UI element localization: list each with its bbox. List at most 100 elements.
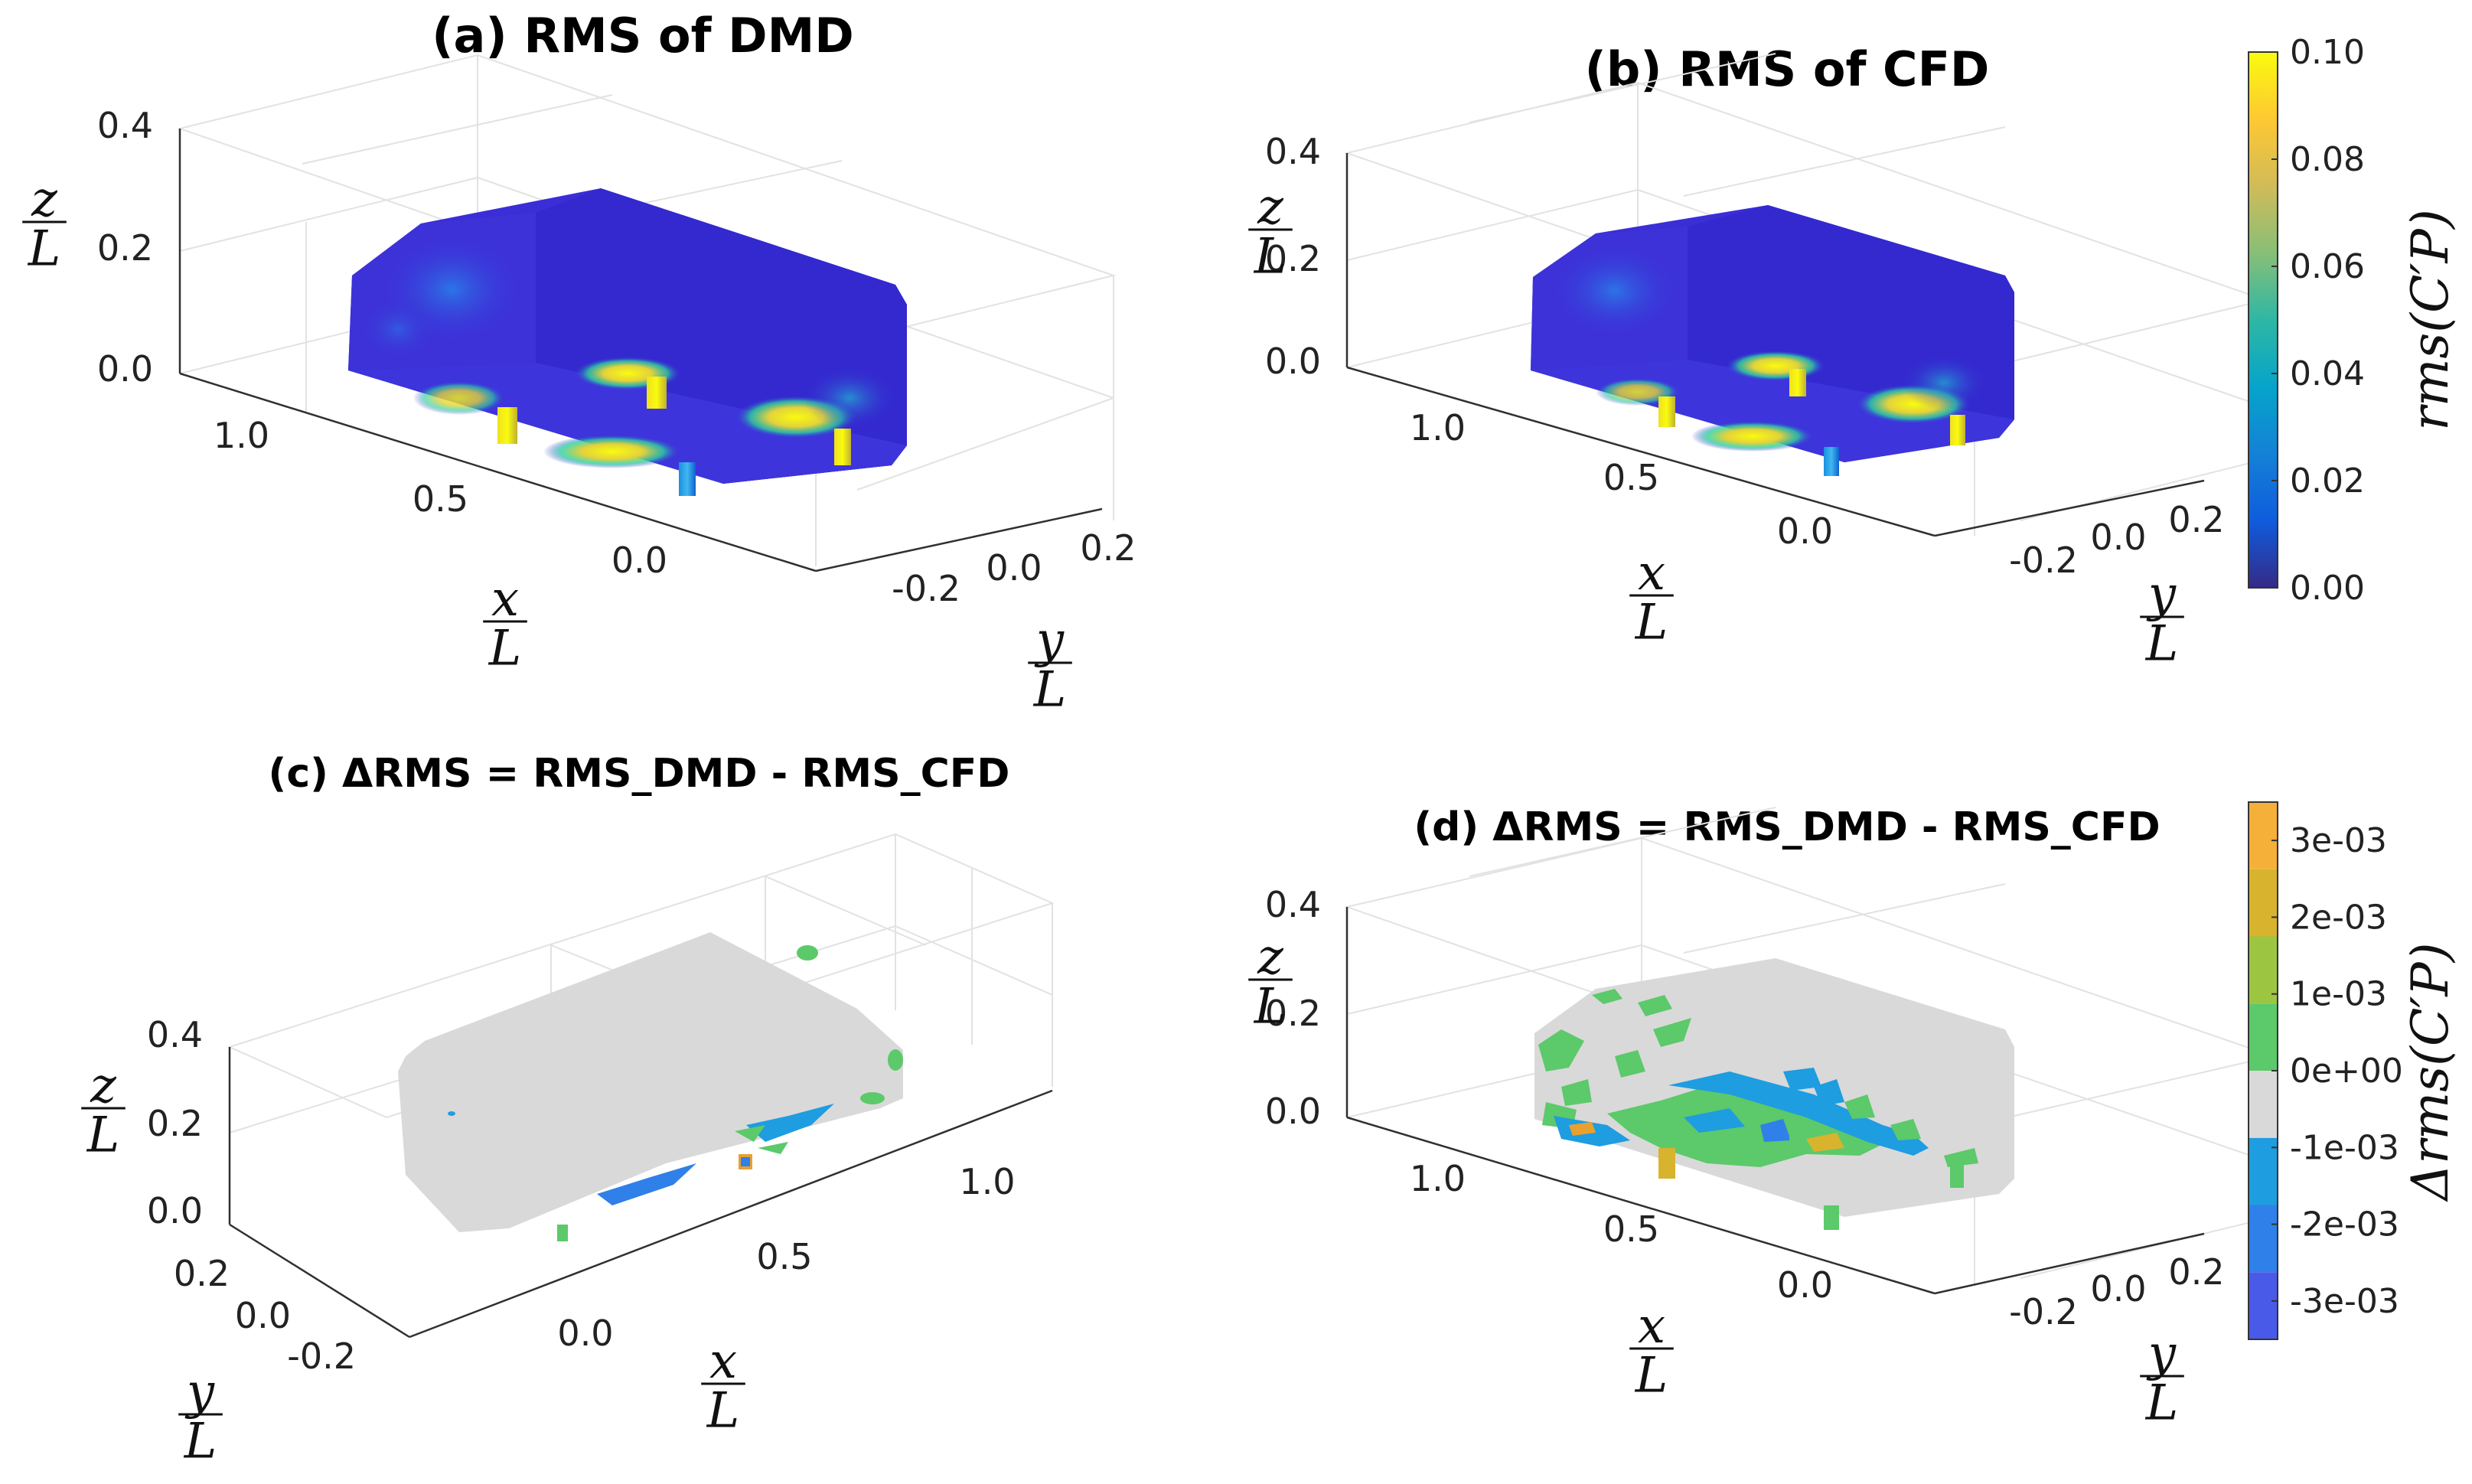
panel-b-y-label: yL: [2140, 566, 2184, 672]
panel-c-y-ticks: 0.2 0.0 -0.2: [174, 1253, 356, 1377]
panel-c-axes: [228, 1047, 1053, 1339]
panel-c-x-label: xL: [701, 1333, 745, 1439]
tick-label: 1.0: [214, 415, 269, 456]
tick-label: 1.0: [1410, 407, 1466, 448]
axis-label-denominator: L: [1635, 594, 1668, 651]
panel-b-z-label: zL: [1248, 179, 1293, 285]
colorbar-tick-label: -3e-03: [2290, 1282, 2399, 1321]
tick-label: 0.2: [1080, 527, 1136, 569]
tick-label: 0.2: [2168, 499, 2224, 540]
panel-d-title: (d) ΔRMS = RMS_DMD - RMS_CFD: [1414, 804, 2160, 850]
axis-label-numerator: y: [184, 1364, 215, 1420]
axis-label-numerator: z: [90, 1058, 117, 1114]
panel-a-z-label: zL: [22, 171, 67, 277]
colorbar-tick-label: 0.08: [2290, 140, 2365, 179]
tick-label: 1.0: [1410, 1158, 1466, 1199]
axis-label-numerator: z: [31, 171, 58, 228]
panel-b-vehicle-surface: [1531, 205, 2014, 476]
tick-label: 0.5: [1603, 1208, 1659, 1250]
panel-b-z-ticks: 0.4 0.2 0.0: [1265, 131, 1321, 382]
axis-label-numerator: y: [2146, 566, 2177, 623]
panel-b: (b) RMS of CFD: [1248, 41, 2268, 672]
tick-label: 0.5: [1603, 457, 1659, 498]
axis-label-denominator: L: [86, 1107, 120, 1163]
tick-label: 0.2: [2168, 1251, 2224, 1293]
tick-label: -0.2: [2009, 1291, 2078, 1332]
colorbar-rms-gradient: [2249, 52, 2278, 588]
tick-label: 0.5: [756, 1236, 812, 1277]
tick-label: 0.4: [97, 105, 153, 146]
panel-c-z-label: zL: [81, 1058, 126, 1163]
axis-label-numerator: y: [1034, 612, 1065, 669]
axis-label-denominator: L: [1254, 228, 1287, 285]
panel-c-y-label: yL: [178, 1364, 223, 1469]
colorbar-band: [2249, 1137, 2278, 1205]
panel-c-z-ticks: 0.4 0.2 0.0: [147, 1014, 203, 1231]
panel-c-vehicle-surface: [398, 932, 903, 1241]
tick-label: 0.0: [1265, 1091, 1321, 1132]
panel-c-x-ticks: 0.0 0.5 1.0: [557, 1161, 1015, 1354]
panel-d: (d) ΔRMS = RMS_DMD - RMS_CFD: [1248, 804, 2276, 1431]
tick-label: 0.0: [1777, 510, 1833, 552]
panel-d-z-label: zL: [1248, 929, 1293, 1035]
axis-label-denominator: L: [488, 620, 522, 677]
tick-label: 0.2: [97, 227, 153, 269]
colorbar-tick-label: 1e-03: [2290, 975, 2387, 1014]
colorbar-delta-bands: [2249, 802, 2278, 1339]
colorbar-delta: 3e-03 2e-03 1e-03 0e+00 -1e-03 -2e-03 -3e-03 Δ…: [2248, 801, 2460, 1340]
colorbar-band: [2249, 1071, 2278, 1138]
tick-label: 0.4: [1265, 131, 1321, 172]
tick-label: 0.0: [97, 348, 153, 390]
panel-a-x-ticks: 1.0 0.5 0.0: [214, 415, 667, 581]
tick-label: -0.2: [2009, 540, 2078, 581]
panel-b-title: (b) RMS of CFD: [1585, 41, 1990, 97]
colorbar-tick-label: 0.06: [2290, 247, 2365, 286]
tick-label: 0.2: [1265, 993, 1321, 1034]
panel-a-vehicle-surface: [348, 188, 907, 496]
panel-a-x-label: xL: [483, 571, 527, 677]
axis-label-denominator: L: [1033, 661, 1067, 718]
colorbar-tick-label: 3e-03: [2290, 821, 2387, 860]
tick-label: 0.0: [2090, 517, 2146, 558]
panel-d-vehicle-surface: [1534, 958, 2014, 1230]
panel-a-axes: [178, 129, 1103, 572]
axis-label-denominator: L: [1635, 1347, 1668, 1404]
tick-label: 0.0: [235, 1295, 291, 1336]
colorbar-band: [2249, 869, 2278, 937]
panel-a-title: (a) RMS of DMD: [432, 8, 854, 64]
tick-label: 0.0: [611, 540, 667, 581]
panel-c: (c) ΔRMS = RMS_DMD - RMS_CFD: [81, 751, 1055, 1469]
axis-label-numerator: y: [2146, 1326, 2177, 1382]
colorbar-band: [2249, 1272, 2278, 1339]
colorbar-band: [2249, 1205, 2278, 1273]
colorbar-tick-label: 0.10: [2290, 33, 2365, 72]
panel-b-x-ticks: 1.0 0.5 0.0: [1410, 407, 1833, 552]
panel-b-axes: [1345, 153, 2205, 537]
colorbar-rms-ticks: 0.10 0.08 0.06 0.04 0.02 0.00: [2271, 33, 2365, 608]
axis-label-numerator: z: [1257, 179, 1284, 236]
colorbar-delta-ticks: 3e-03 2e-03 1e-03 0e+00 -1e-03 -2e-03 -3e-03: [2271, 821, 2403, 1321]
colorbar-band: [2249, 936, 2278, 1004]
colorbar-delta-label: Δrms(C′P): [2401, 942, 2460, 1202]
panel-d-y-ticks: -0.2 0.0 0.2: [2009, 1251, 2224, 1332]
axis-label-denominator: L: [28, 220, 61, 277]
panel-b-y-ticks: -0.2 0.0 0.2: [2009, 499, 2224, 581]
axis-label-denominator: L: [706, 1382, 740, 1439]
colorbar-axis-label: Δrms(C′P): [2401, 942, 2460, 1202]
axis-label-denominator: L: [184, 1413, 217, 1469]
tick-label: 1.0: [959, 1161, 1015, 1202]
colorbar-rms-label: rms(C′P): [2401, 209, 2460, 430]
tick-label: 0.0: [147, 1190, 203, 1231]
panel-a-y-label: yL: [1028, 612, 1072, 718]
axis-label-denominator: L: [2145, 615, 2179, 672]
panel-a-y-ticks: -0.2 0.0 0.2: [892, 527, 1136, 609]
tick-label: 0.0: [1265, 341, 1321, 382]
panel-d-x-label: xL: [1629, 1298, 1674, 1404]
tick-label: 0.4: [147, 1014, 203, 1055]
panel-d-axes: [1345, 907, 2205, 1295]
axis-label-numerator: x: [491, 571, 519, 628]
panel-d-x-ticks: 1.0 0.5 0.0: [1410, 1158, 1833, 1306]
tick-label: 0.0: [1777, 1264, 1833, 1306]
